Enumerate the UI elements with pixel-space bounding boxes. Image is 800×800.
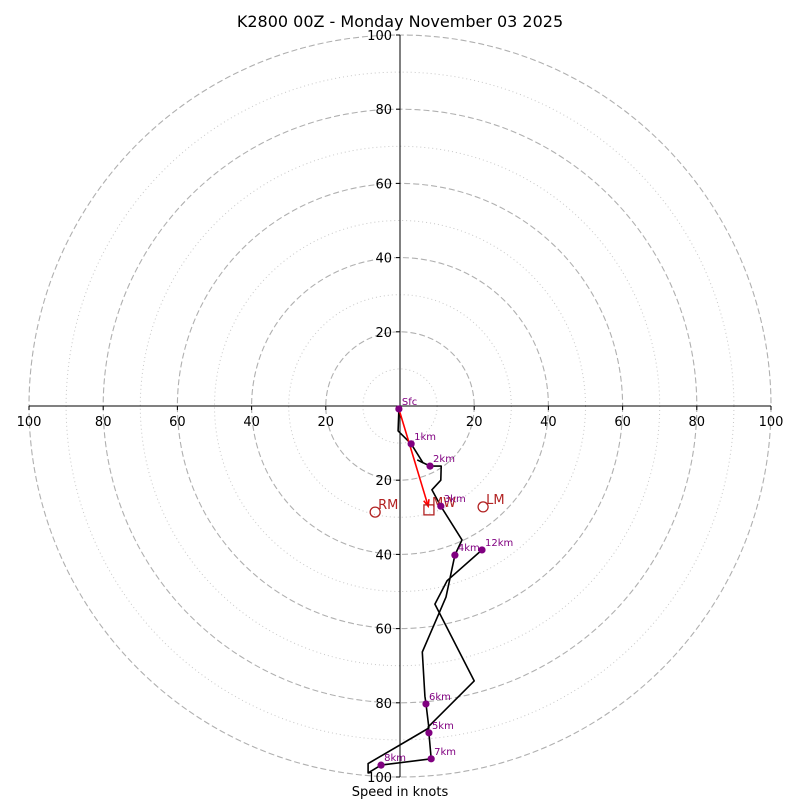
x-tick-label: 60	[614, 415, 631, 430]
height-label-3km: 3km	[444, 494, 466, 505]
x-tick-label: 60	[169, 415, 186, 430]
y-tick-label: 100	[367, 771, 392, 786]
y-tick-label: 60	[375, 177, 392, 192]
height-label-2km: 2km	[433, 454, 455, 465]
x-tick-label: 20	[318, 415, 335, 430]
x-tick-label: 40	[540, 415, 557, 430]
mean-wind-arrow	[398, 408, 429, 507]
y-tick-label: 20	[375, 326, 392, 341]
height-label-sfc: Sfc	[402, 397, 417, 408]
height-markers: Sfc 1km 2km 3km 4km 5km 6km 7km 8km 12km	[377, 397, 513, 769]
lm-marker	[477, 501, 489, 513]
height-marker-8km	[377, 761, 385, 769]
tick-labels: 100 80 60 40 20 20 40 60 80 100 100 80 60 40 20 20 40 60 8…	[17, 29, 784, 786]
x-axis-label: Speed in knots	[352, 785, 449, 800]
height-label-5km: 5km	[432, 721, 454, 732]
hodograph-line	[367, 408, 483, 774]
height-marker-sfc	[395, 405, 403, 413]
height-marker-7km	[427, 755, 435, 763]
height-marker-3km	[437, 502, 445, 510]
height-label-1km: 1km	[414, 432, 436, 443]
height-marker-2km	[426, 462, 434, 470]
height-marker-4km	[451, 551, 459, 559]
mw-marker	[423, 504, 435, 516]
height-marker-6km	[422, 700, 430, 708]
x-tick-label: 40	[243, 415, 260, 430]
height-label-6km: 6km	[429, 692, 451, 703]
height-marker-1km	[407, 440, 415, 448]
height-label-12km: 12km	[485, 538, 513, 549]
y-tick-label: 60	[375, 623, 392, 638]
x-tick-label: 20	[466, 415, 483, 430]
hodograph-trace	[367, 408, 483, 774]
x-tick-label: 100	[759, 415, 784, 430]
y-tick-label: 20	[375, 474, 392, 489]
height-marker-12km	[478, 546, 486, 554]
y-tick-label: 80	[375, 697, 392, 712]
y-tick-label: 100	[367, 29, 392, 44]
y-tick-label: 40	[375, 252, 392, 267]
x-tick-label: 100	[17, 415, 42, 430]
height-label-7km: 7km	[434, 747, 456, 758]
y-tick-label: 40	[375, 548, 392, 563]
arrow-head-icon	[423, 499, 430, 509]
lm-label: LM	[486, 493, 504, 508]
height-marker-5km	[425, 729, 433, 737]
y-tick-label: 80	[375, 103, 392, 118]
height-label-4km: 4km	[458, 543, 480, 554]
x-tick-label: 80	[689, 415, 706, 430]
x-tick-label: 80	[95, 415, 112, 430]
rm-marker	[369, 506, 381, 518]
chart-title: K2800 00Z - Monday November 03 2025	[237, 12, 563, 31]
height-label-8km: 8km	[384, 753, 406, 764]
rm-label: RM	[378, 498, 398, 513]
